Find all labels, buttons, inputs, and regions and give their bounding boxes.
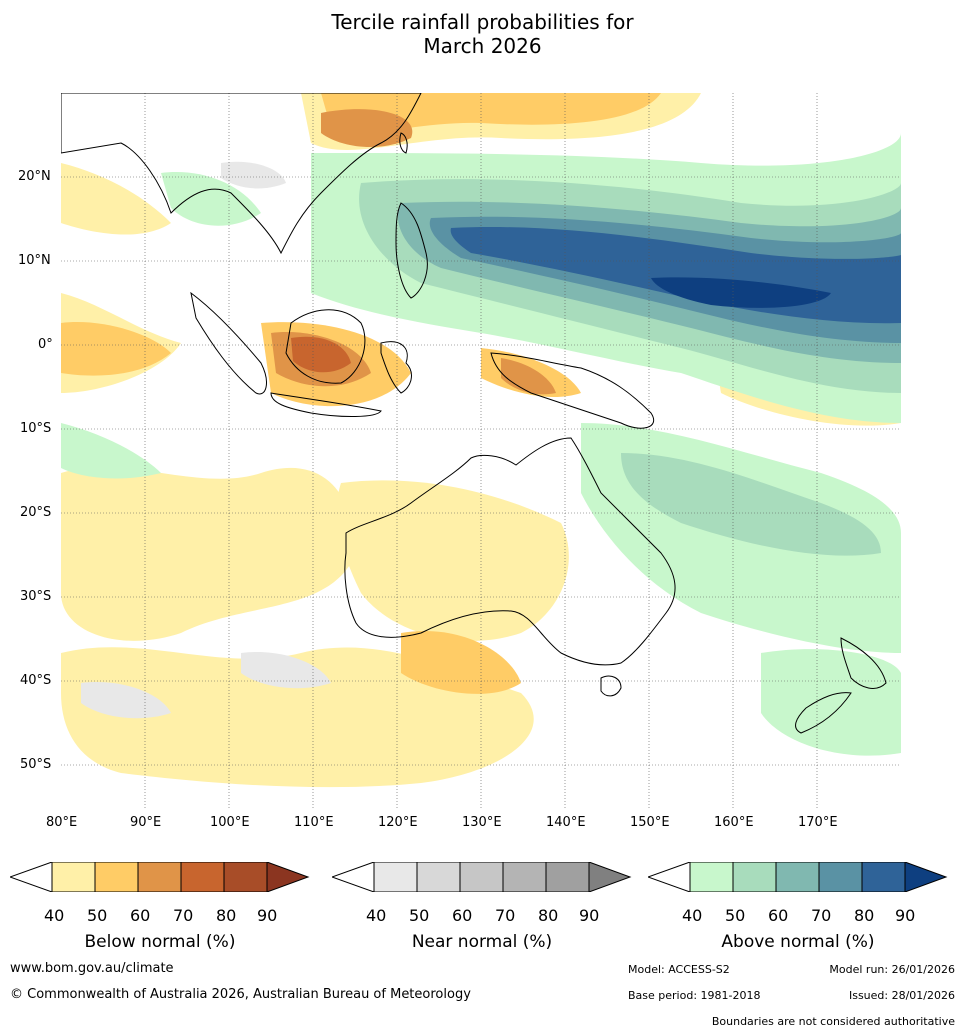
swatch-above-lt40 [646,861,691,893]
lat-label-50s: 50°S [20,757,52,772]
lat-label-0: 0° [38,337,53,352]
swatch-near-70-80 [502,861,547,893]
colorbar-below-swatches [8,861,310,893]
asia-mainland-coast [61,93,422,255]
map-panel [61,93,901,808]
below-tick-40: 40 [44,906,65,925]
colorbar-below-normal [8,861,310,896]
lon-label-100e: 100°E [210,815,250,830]
swatch-above-gt90 [904,861,948,893]
australia-coast [344,437,676,666]
lat-label-30s: 30°S [20,589,52,604]
lon-label-90e: 90°E [130,815,162,830]
lat-label-40s: 40°S [20,673,52,688]
swatch-below-gt90 [266,861,310,893]
tasmania-coast [600,675,622,697]
near-tick-50: 50 [409,906,430,925]
above-tick-80: 80 [854,906,875,925]
graticule [61,93,901,808]
above-tick-60: 60 [768,906,789,925]
disclaimer-text: Boundaries are not considered authoritat… [711,1015,955,1028]
below-tick-80: 80 [216,906,237,925]
philippines-coast [395,202,428,299]
swatch-below-80-90 [223,861,268,893]
lon-label-130e: 130°E [462,815,502,830]
sumatra-coast [190,291,267,395]
model-run-text: Model run: 26/01/2026 [829,963,955,976]
colorbar-above-swatches [646,861,948,893]
colorbar-near-normal [330,861,632,896]
base-period-text: Base period: 1981-2018 [628,989,761,1002]
new-guinea-coast [490,352,654,429]
below-tick-70: 70 [173,906,194,925]
new-zealand-north-coast [840,637,887,689]
swatch-above-40-50 [689,861,734,893]
above-tick-50: 50 [725,906,746,925]
swatch-near-gt90 [588,861,632,893]
swatch-above-50-60 [732,861,777,893]
lon-label-120e: 120°E [378,815,418,830]
lat-label-20n: 20°N [18,169,51,184]
swatch-near-40-50 [373,861,418,893]
swatch-below-lt40 [8,861,53,893]
taiwan-coast [399,132,408,154]
model-text: Model: ACCESS-S2 [628,963,730,976]
swatch-below-60-70 [137,861,182,893]
website-link[interactable]: www.bom.gov.au/climate [10,961,174,976]
lon-label-80e: 80°E [46,815,78,830]
lon-label-160e: 160°E [714,815,754,830]
coastlines [61,93,887,734]
above-normal-90 [651,277,831,308]
near-tick-90: 90 [579,906,600,925]
sulawesi-coast [380,341,412,394]
swatch-above-80-90 [861,861,906,893]
near-tick-80: 80 [538,906,559,925]
java-coast [270,392,382,418]
above-tick-90: 90 [895,906,916,925]
above-tick-40: 40 [682,906,703,925]
lon-label-110e: 110°E [294,815,334,830]
swatch-near-60-70 [459,861,504,893]
issued-text: Issued: 28/01/2026 [848,989,955,1002]
lat-label-10s: 10°S [20,421,52,436]
map-title: Tercile rainfall probabilities for March… [0,10,965,58]
below-tick-50: 50 [87,906,108,925]
swatch-below-50-60 [94,861,139,893]
probability-map [61,93,901,808]
colorbar-near-swatches [330,861,632,893]
title-line-1: Tercile rainfall probabilities for [331,10,634,34]
swatch-near-80-90 [545,861,590,893]
swatch-near-50-60 [416,861,461,893]
lon-label-150e: 150°E [630,815,670,830]
near-tick-40: 40 [366,906,387,925]
lon-label-140e: 140°E [546,815,586,830]
above-tick-70: 70 [811,906,832,925]
below-normal-label: Below normal (%) [84,932,236,952]
swatch-near-lt40 [330,861,375,893]
colorbar-above-normal [646,861,948,896]
borneo-coast [285,309,366,384]
swatch-below-40-50 [51,861,96,893]
near-tick-60: 60 [452,906,473,925]
new-zealand-south-coast [795,692,852,734]
swatch-below-70-80 [180,861,225,893]
lat-label-10n: 10°N [18,253,51,268]
lon-label-170e: 170°E [798,815,838,830]
copyright-text: © Commonwealth of Australia 2026, Austra… [10,987,471,1002]
lat-label-20s: 20°S [20,505,52,520]
near-normal-label: Near normal (%) [411,932,553,952]
swatch-above-70-80 [818,861,863,893]
swatch-above-60-70 [775,861,820,893]
above-normal-label: Above normal (%) [721,932,875,952]
title-line-2: March 2026 [423,34,542,58]
near-tick-70: 70 [495,906,516,925]
below-tick-60: 60 [130,906,151,925]
below-tick-90: 90 [257,906,278,925]
